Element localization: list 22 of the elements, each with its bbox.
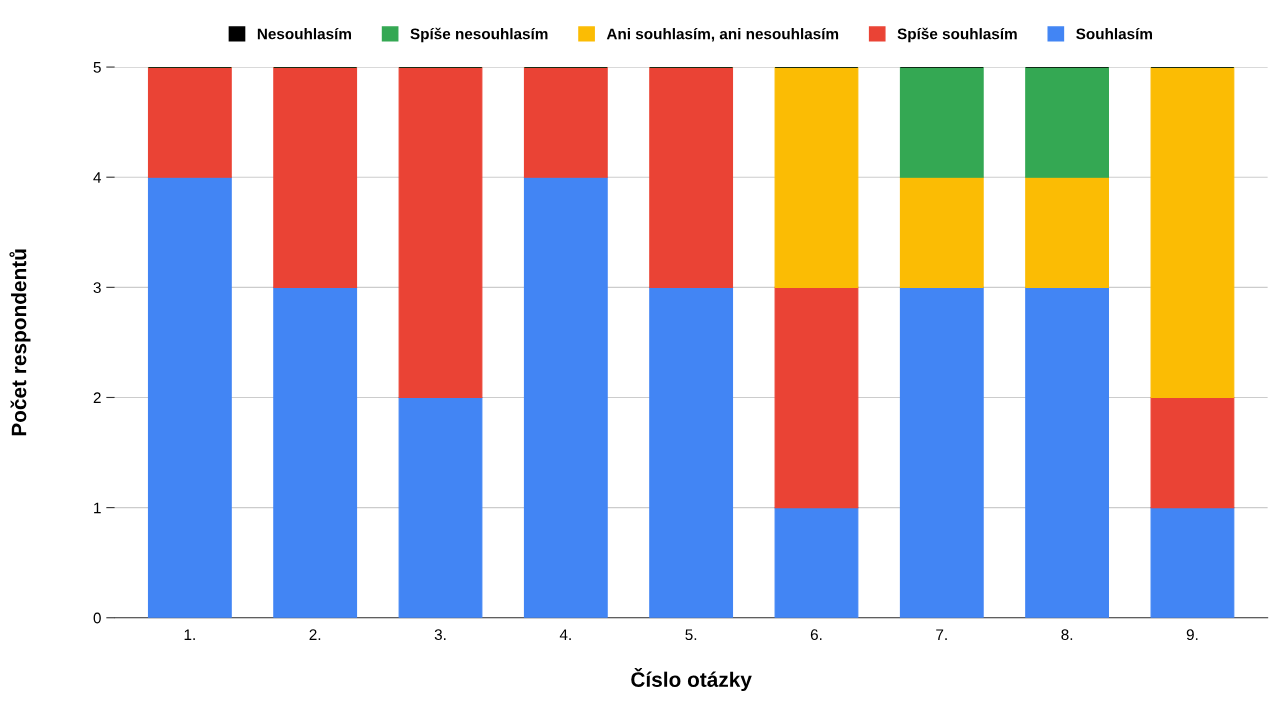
y-axis-title: Počet respondentů — [9, 249, 31, 436]
legend-label: Spíše nesouhlasím — [410, 27, 548, 43]
x-tick-label: 9. — [1186, 629, 1198, 641]
x-tick-label: 3. — [434, 629, 446, 641]
y-tick-label: 1 — [94, 502, 101, 514]
y-tick-label: 5 — [93, 62, 101, 73]
x-tick-label: 5. — [685, 629, 697, 641]
x-tick-label: 1. — [184, 629, 195, 640]
x-tick-label: 2. — [309, 629, 321, 640]
x-tick-label: 7. — [936, 629, 947, 640]
y-tick-label: 4 — [93, 172, 102, 183]
legend-label: Nesouhlasím — [257, 27, 351, 40]
y-tick-label: 2 — [93, 392, 101, 404]
y-tick-label: 3 — [93, 282, 101, 294]
y-tick-label: 0 — [93, 612, 101, 624]
legend-label: Souhlasím — [1076, 27, 1152, 40]
x-tick-label: 4. — [559, 629, 571, 640]
x-tick-label: 6. — [810, 629, 822, 641]
legend-label: Ani souhlasím, ani nesouhlasím — [606, 27, 839, 42]
x-axis-title: Číslo otázky — [631, 668, 752, 692]
x-tick-label: 8. — [1061, 629, 1073, 641]
legend-label: Spíše souhlasím — [897, 27, 1017, 43]
